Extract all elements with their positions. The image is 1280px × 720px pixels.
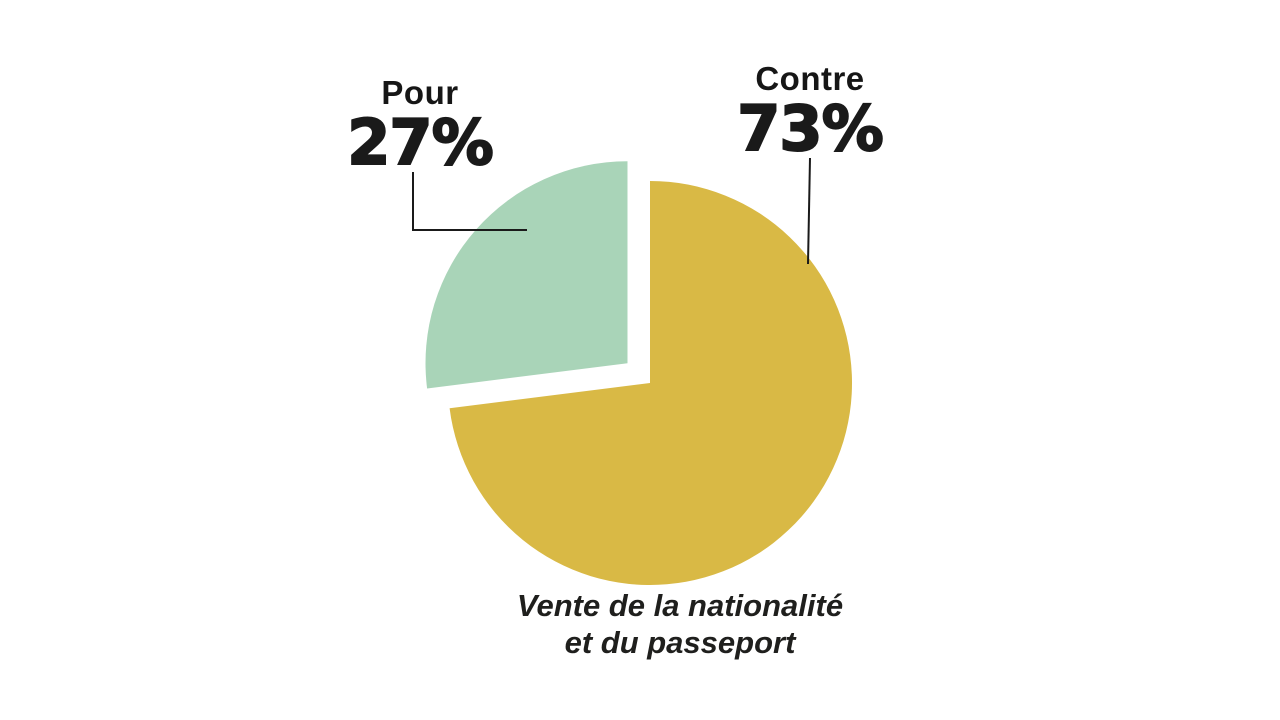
- leader-line-contre: [807, 157, 811, 265]
- contre-label: Contre: [755, 60, 865, 97]
- pie-slice-contre: [449, 181, 853, 585]
- chart-caption: Vente de la nationalité et du passeport: [380, 588, 980, 661]
- label-block-pour: Pour 27%: [325, 74, 515, 179]
- contre-value: 73%: [736, 92, 884, 165]
- pour-label: Pour: [381, 74, 459, 111]
- caption-line-2: et du passeport: [564, 624, 796, 660]
- pie-slice-pour: [425, 161, 628, 389]
- label-block-contre: Contre 73%: [715, 60, 905, 165]
- caption-line-1: Vente de la nationalité: [516, 588, 844, 623]
- pour-value: 27%: [346, 106, 494, 179]
- leader-line-pour: [412, 172, 527, 231]
